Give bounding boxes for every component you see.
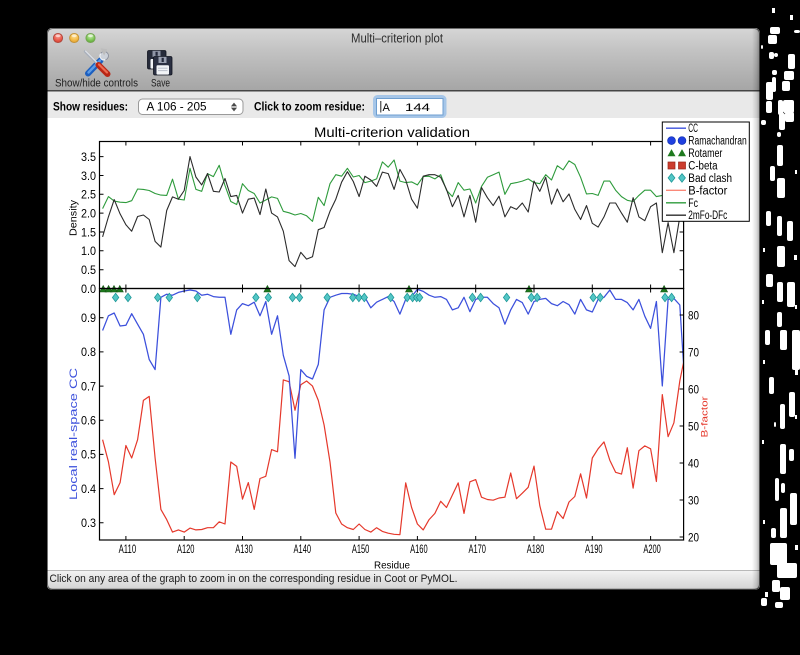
svg-text:CC: CC [688, 123, 698, 135]
svg-text:A110: A110 [119, 542, 137, 556]
svg-text:0.5: 0.5 [81, 263, 96, 277]
svg-text:2.0: 2.0 [81, 206, 96, 220]
svg-text:2.5: 2.5 [81, 188, 96, 202]
svg-text:0.7: 0.7 [81, 379, 96, 393]
svg-text:A 106 - 205: A 106 - 205 [147, 102, 207, 114]
svg-text:A160: A160 [410, 542, 428, 556]
svg-text:70: 70 [688, 345, 699, 359]
svg-text:A170: A170 [468, 542, 486, 556]
svg-text:C-beta: C-beta [688, 161, 718, 173]
svg-text:80: 80 [688, 308, 699, 322]
svg-text:Click on any area of the graph: Click on any area of the graph to zoom i… [50, 573, 458, 585]
svg-text:0.4: 0.4 [81, 482, 96, 496]
svg-text:A120: A120 [177, 542, 195, 556]
svg-text:B-factor: B-factor [688, 185, 727, 197]
svg-text:Click to zoom residue:: Click to zoom residue: [254, 102, 365, 114]
svg-text:Show/hide controls: Show/hide controls [55, 78, 138, 90]
svg-text:Fc: Fc [688, 198, 698, 210]
svg-text:Show residues:: Show residues: [53, 102, 128, 114]
svg-text:Rotamer: Rotamer [688, 148, 722, 160]
svg-text:30: 30 [688, 493, 699, 507]
svg-text:A200: A200 [643, 542, 661, 556]
svg-text:0.3: 0.3 [81, 516, 96, 530]
svg-text:0.8: 0.8 [81, 345, 96, 359]
svg-text:3.5: 3.5 [81, 150, 96, 164]
svg-text:2mFo-DFc: 2mFo-DFc [688, 210, 727, 222]
svg-text:Local real-space CC: Local real-space CC [68, 368, 80, 500]
svg-text:A150: A150 [352, 542, 370, 556]
svg-text:60: 60 [688, 382, 699, 396]
svg-text:A180: A180 [527, 542, 545, 556]
svg-text:0.0: 0.0 [81, 282, 96, 296]
svg-text:B-factor: B-factor [700, 397, 711, 438]
svg-text:Residue: Residue [374, 561, 410, 572]
svg-text:1.0: 1.0 [81, 244, 96, 258]
svg-text:Multi-criterion validation: Multi-criterion validation [314, 125, 470, 140]
svg-text:A130: A130 [235, 542, 253, 556]
svg-text:0.9: 0.9 [81, 311, 96, 325]
svg-text:Density: Density [68, 199, 80, 236]
svg-text:50: 50 [688, 419, 699, 433]
svg-text:Bad clash: Bad clash [688, 173, 732, 185]
svg-text:Ramachandran: Ramachandran [688, 136, 746, 148]
svg-text:Save: Save [151, 78, 170, 90]
svg-text:144: 144 [405, 102, 430, 114]
svg-text:1.5: 1.5 [81, 225, 96, 239]
svg-text:A: A [383, 102, 391, 114]
svg-text:40: 40 [688, 456, 699, 470]
svg-text:0.6: 0.6 [81, 414, 96, 428]
svg-text:3.0: 3.0 [81, 169, 96, 183]
svg-text:A190: A190 [585, 542, 603, 556]
svg-text:Multi–criterion plot: Multi–criterion plot [351, 32, 443, 46]
svg-text:0.5: 0.5 [81, 448, 96, 462]
svg-text:20: 20 [688, 530, 699, 544]
svg-text:A140: A140 [294, 542, 312, 556]
